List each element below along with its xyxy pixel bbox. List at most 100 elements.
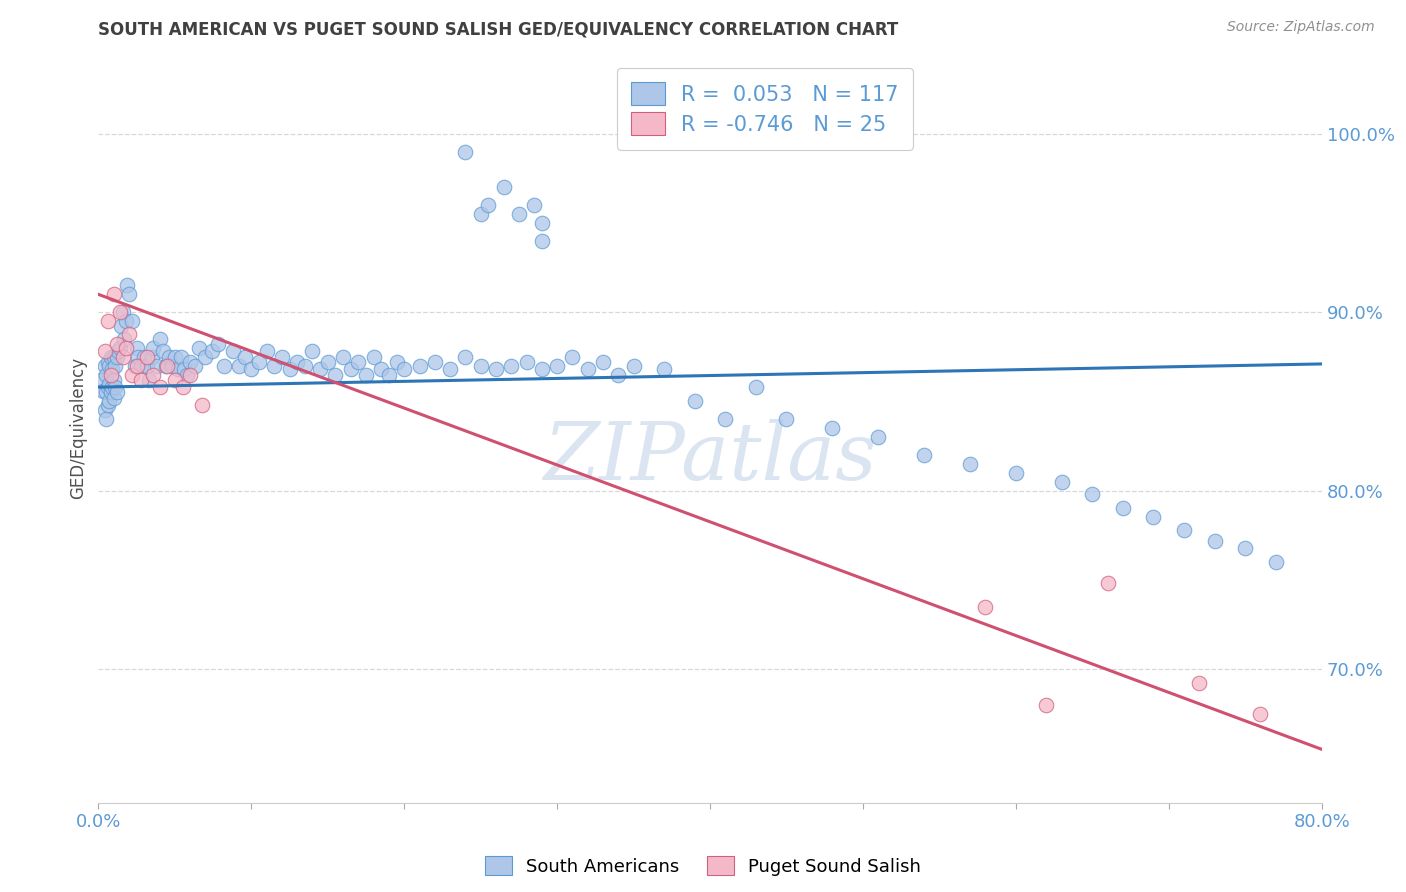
- Legend: R =  0.053   N = 117, R = -0.746   N = 25: R = 0.053 N = 117, R = -0.746 N = 25: [617, 68, 914, 150]
- Point: [212, 359, 235, 373]
- Point: [97, 380, 120, 394]
- Point: [163, 373, 186, 387]
- Point: [105, 385, 128, 400]
- Point: [118, 326, 141, 341]
- Text: Source: ZipAtlas.com: Source: ZipAtlas.com: [1227, 20, 1375, 34]
- Point: [141, 350, 163, 364]
- Point: [576, 362, 599, 376]
- Point: [354, 368, 377, 382]
- Point: [105, 337, 128, 351]
- Point: [530, 362, 553, 376]
- Point: [179, 368, 201, 382]
- Point: [222, 344, 245, 359]
- Point: [592, 355, 614, 369]
- Point: [157, 350, 180, 364]
- Point: [111, 305, 134, 319]
- Point: [104, 380, 127, 394]
- Point: [454, 145, 477, 159]
- Point: [179, 355, 201, 369]
- Point: [103, 350, 125, 364]
- Point: [134, 350, 156, 364]
- Point: [100, 368, 122, 382]
- Point: [155, 359, 177, 373]
- Text: SOUTH AMERICAN VS PUGET SOUND SALISH GED/EQUIVALENCY CORRELATION CHART: SOUTH AMERICAN VS PUGET SOUND SALISH GED…: [98, 21, 898, 38]
- Point: [145, 359, 167, 373]
- Point: [115, 314, 138, 328]
- Point: [160, 359, 183, 373]
- Point: [501, 359, 523, 373]
- Point: [152, 344, 174, 359]
- Point: [546, 359, 568, 373]
- Point: [200, 344, 222, 359]
- Point: [101, 362, 124, 376]
- Point: [1004, 466, 1026, 480]
- Point: [714, 412, 737, 426]
- Point: [294, 359, 316, 373]
- Point: [111, 350, 134, 364]
- Point: [561, 350, 583, 364]
- Point: [94, 368, 117, 382]
- Point: [110, 319, 132, 334]
- Point: [98, 394, 121, 409]
- Point: [301, 344, 323, 359]
- Point: [1035, 698, 1057, 712]
- Point: [745, 380, 768, 394]
- Point: [156, 359, 179, 373]
- Point: [94, 412, 117, 426]
- Point: [172, 380, 194, 394]
- Point: [423, 355, 446, 369]
- Point: [508, 207, 530, 221]
- Point: [103, 287, 125, 301]
- Point: [108, 305, 131, 319]
- Point: [136, 359, 159, 373]
- Point: [129, 373, 152, 387]
- Point: [115, 341, 138, 355]
- Point: [207, 337, 229, 351]
- Point: [470, 359, 492, 373]
- Y-axis label: GED/Equivalency: GED/Equivalency: [69, 357, 87, 500]
- Point: [98, 359, 121, 373]
- Point: [1050, 475, 1073, 489]
- Point: [1142, 510, 1164, 524]
- Point: [125, 341, 148, 355]
- Point: [775, 412, 797, 426]
- Point: [97, 355, 120, 369]
- Point: [912, 448, 935, 462]
- Point: [233, 350, 256, 364]
- Point: [136, 350, 159, 364]
- Point: [652, 362, 675, 376]
- Point: [112, 332, 135, 346]
- Point: [240, 362, 263, 376]
- Point: [270, 350, 292, 364]
- Point: [173, 362, 195, 376]
- Point: [256, 344, 278, 359]
- Point: [149, 380, 172, 394]
- Point: [129, 359, 152, 373]
- Point: [191, 398, 214, 412]
- Point: [408, 359, 430, 373]
- Point: [100, 385, 122, 400]
- Point: [959, 457, 981, 471]
- Point: [1188, 676, 1211, 690]
- Point: [263, 359, 285, 373]
- Point: [309, 362, 332, 376]
- Point: [385, 355, 408, 369]
- Point: [378, 368, 401, 382]
- Point: [1112, 501, 1135, 516]
- Point: [138, 373, 160, 387]
- Point: [1097, 576, 1119, 591]
- Point: [93, 403, 115, 417]
- Point: [127, 350, 149, 364]
- Point: [247, 355, 270, 369]
- Point: [492, 180, 515, 194]
- Point: [176, 368, 198, 382]
- Point: [530, 216, 553, 230]
- Point: [188, 341, 211, 355]
- Point: [103, 391, 125, 405]
- Legend: South Americans, Puget Sound Salish: South Americans, Puget Sound Salish: [478, 849, 928, 883]
- Point: [163, 350, 186, 364]
- Point: [149, 332, 172, 346]
- Point: [470, 207, 492, 221]
- Point: [1173, 523, 1195, 537]
- Point: [170, 350, 193, 364]
